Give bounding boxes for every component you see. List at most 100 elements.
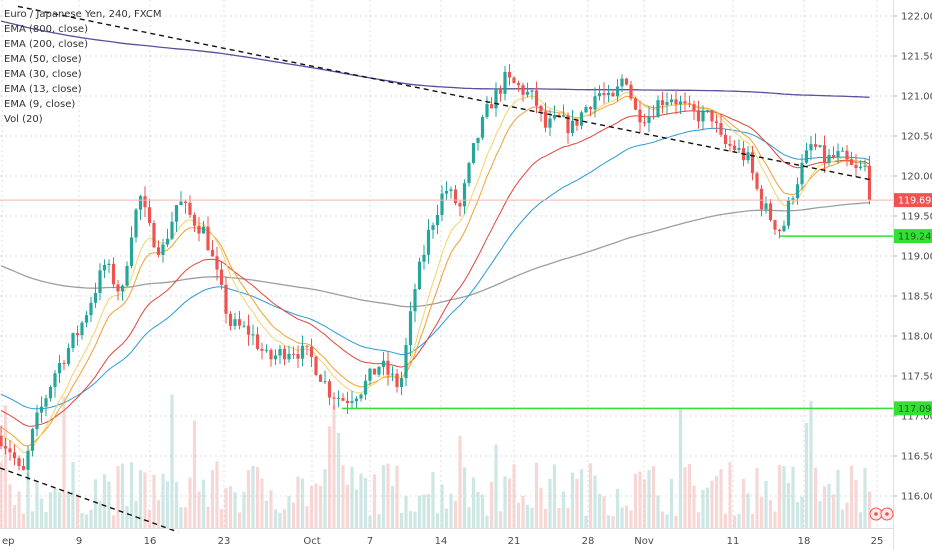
volume-bar xyxy=(354,489,359,528)
event-flag-dot-icon xyxy=(874,512,878,516)
volume-bar xyxy=(318,485,323,528)
volume-bar xyxy=(467,507,471,528)
time-tick-label: 25 xyxy=(871,536,884,547)
volume-bar xyxy=(534,462,539,528)
volume-bar xyxy=(597,493,602,528)
ema-9-line xyxy=(0,91,870,454)
volume-bar xyxy=(710,480,714,528)
legend-ema-30: EMA (30, close) xyxy=(4,69,82,80)
volume-bar xyxy=(30,511,35,528)
candle-body xyxy=(485,104,489,117)
candle-body xyxy=(552,114,557,119)
candle-body xyxy=(782,225,786,232)
candle-body xyxy=(489,104,494,109)
volume-bar xyxy=(494,444,498,528)
volume-bar xyxy=(363,477,368,528)
volume-bar xyxy=(305,506,309,528)
candle-body xyxy=(3,446,8,449)
candle-body xyxy=(332,397,336,399)
volume-bar xyxy=(269,490,273,528)
volume-bar xyxy=(674,515,678,528)
price-axis[interactable]: 116.000 116.500 117.000 117.500 118.000 118.5… xyxy=(893,0,932,550)
candle-body xyxy=(80,322,84,336)
candle-body xyxy=(449,189,453,192)
candle-body xyxy=(606,92,611,96)
volume-bar xyxy=(282,509,287,528)
time-axis[interactable]: ep 9 16 23 Oct 7 14 21 28 Nov 11 18 25 xyxy=(0,528,893,548)
volume-bar xyxy=(759,497,764,528)
candle-body xyxy=(296,354,300,359)
candle-body xyxy=(543,111,548,128)
volume-bar xyxy=(12,505,17,528)
volume-bar xyxy=(75,493,80,528)
price-tick-label: 117.000 xyxy=(901,412,932,423)
volume-bar xyxy=(260,478,264,528)
candle-body xyxy=(678,101,683,105)
volume-bar xyxy=(395,465,399,528)
volume-bar xyxy=(539,487,543,528)
volume-bar xyxy=(804,423,809,528)
candle-body xyxy=(651,116,656,118)
price-tick-label: 116.000 xyxy=(901,492,932,503)
volume-bar xyxy=(593,475,597,528)
support-lines[interactable] xyxy=(342,235,893,410)
candle-body xyxy=(444,191,449,194)
volume-bar xyxy=(192,420,197,528)
volume-bar xyxy=(732,515,737,528)
candle-body xyxy=(359,394,363,399)
volume-bar xyxy=(44,511,48,528)
candle-body xyxy=(251,334,255,336)
candle-body xyxy=(822,145,827,163)
volume-bar xyxy=(0,462,3,528)
candle-body xyxy=(764,203,768,210)
volume-bar xyxy=(152,474,156,528)
volume-bar xyxy=(737,513,741,528)
volume-bar xyxy=(426,494,431,528)
candle-body xyxy=(719,123,723,135)
volume-bars xyxy=(0,394,872,528)
volume-bar xyxy=(696,512,701,528)
candle-body xyxy=(48,386,53,399)
volume-bar xyxy=(165,481,170,528)
candle-body xyxy=(53,373,57,387)
event-flag-dot-icon xyxy=(885,512,889,516)
volume-bar xyxy=(588,463,593,528)
candle-body xyxy=(116,284,120,292)
candle-body xyxy=(318,374,323,382)
candle-body xyxy=(642,122,647,124)
candle-body xyxy=(867,165,872,201)
candle-body xyxy=(8,448,12,453)
candle-body xyxy=(548,118,552,128)
candle-body xyxy=(345,400,350,403)
candle-body xyxy=(192,214,197,226)
candle-body xyxy=(750,152,755,174)
candle-body xyxy=(21,466,26,470)
candles[interactable] xyxy=(0,64,872,481)
candle-body xyxy=(309,346,314,357)
volume-bar xyxy=(867,491,872,528)
legend-volume: Vol (20) xyxy=(4,114,43,125)
candle-body xyxy=(107,263,111,265)
candle-body xyxy=(75,333,80,336)
volume-bar xyxy=(291,502,296,528)
candle-body xyxy=(480,116,485,138)
trendlines[interactable] xyxy=(0,5,873,533)
event-flags[interactable] xyxy=(869,507,894,521)
volume-bar xyxy=(219,508,224,528)
candle-body xyxy=(683,101,687,104)
candle-body xyxy=(134,209,138,238)
volume-bar xyxy=(462,467,467,528)
volume-bar xyxy=(512,464,516,528)
legend-ema-50: EMA (50, close) xyxy=(4,54,82,65)
candle-body xyxy=(30,429,35,451)
candle-body xyxy=(210,249,215,257)
candle-body xyxy=(237,319,242,326)
volume-bar xyxy=(309,485,314,528)
candle-body xyxy=(201,226,206,234)
volume-bar xyxy=(174,481,179,528)
volume-bar xyxy=(615,489,620,528)
time-tick-label: 14 xyxy=(435,536,448,547)
candle-body xyxy=(368,368,372,381)
